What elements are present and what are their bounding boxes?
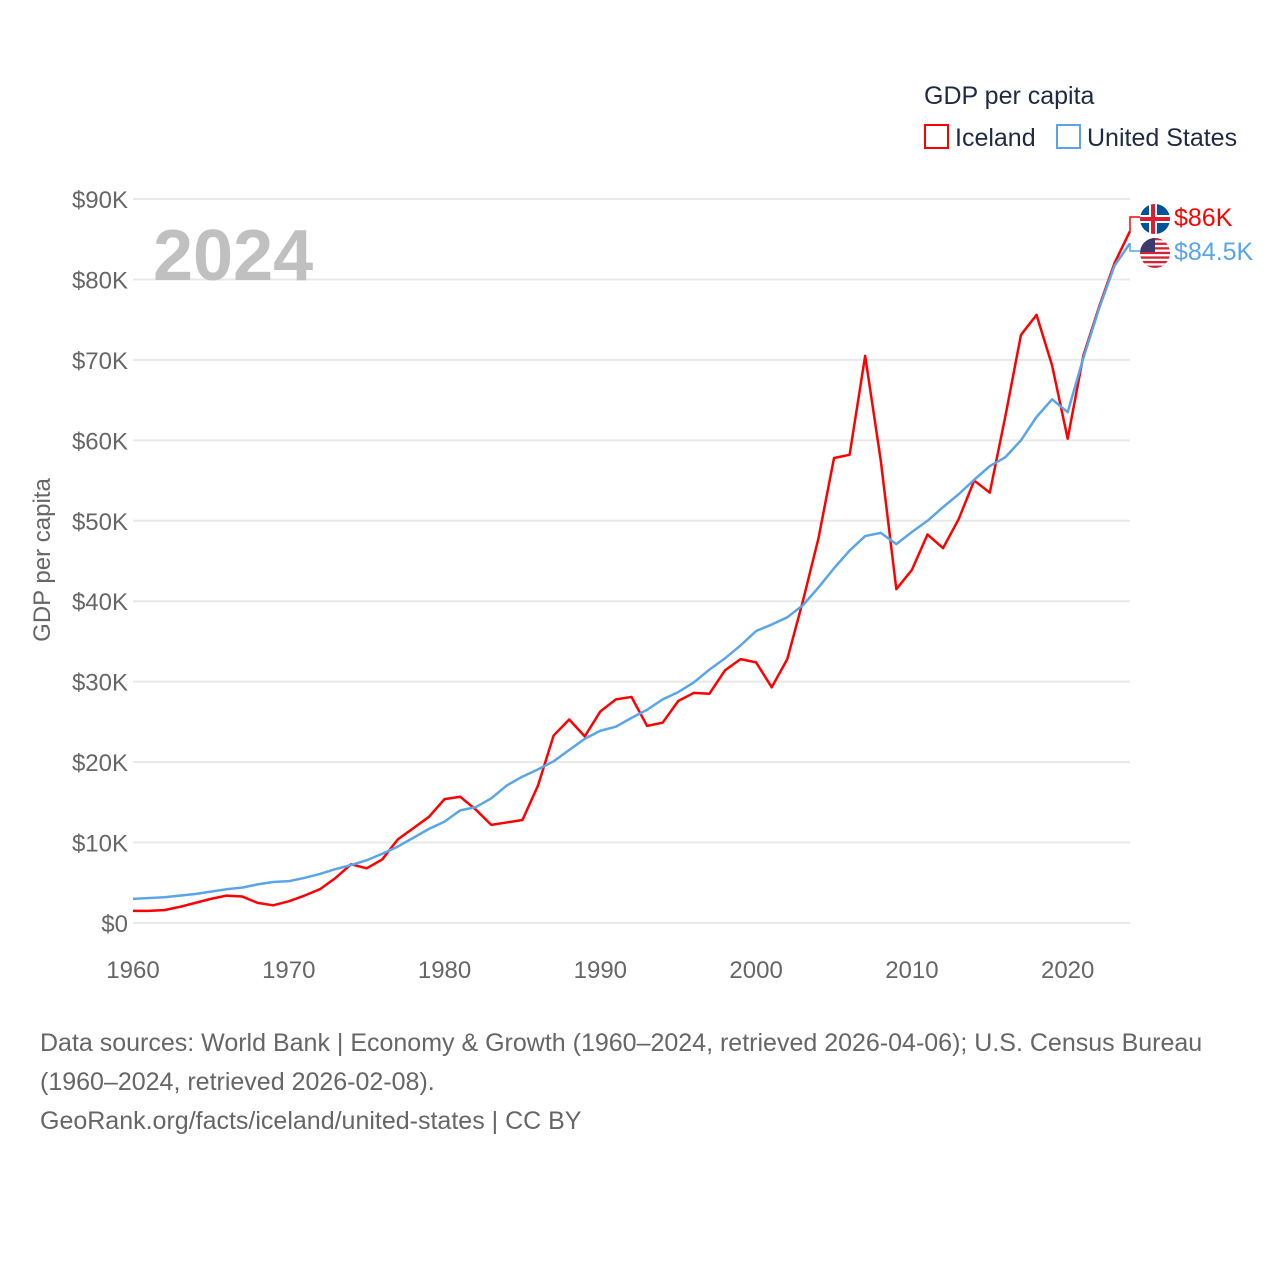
data-sources-text: Data sources: World Bank | Economy & Gro… [40, 1029, 1203, 1096]
y-tick-label: $30K [72, 670, 128, 697]
gdp-line-chart: $0 $10K $20K $30K $40K $50K $60K $70K $80K $90K 1… [29, 82, 1254, 984]
x-tick-label: 1990 [574, 957, 627, 984]
y-tick-label: $80K [72, 267, 128, 294]
legend-label-iceland[interactable]: Iceland [955, 124, 1036, 152]
grid-lines [133, 198, 1130, 924]
flag-stripe [1140, 265, 1170, 268]
y-tick-label: $50K [72, 509, 128, 536]
end-value-label: $84.5K [1174, 238, 1254, 266]
x-tick-label: 2000 [729, 957, 782, 984]
iceland-flag-icon [1140, 204, 1170, 234]
x-tick-label: 1970 [262, 957, 315, 984]
end-connector [1129, 243, 1140, 252]
big-year-label: 2024 [153, 216, 313, 296]
attribution-link[interactable]: GeoRank.org/facts/iceland/united-states … [40, 1107, 582, 1135]
us-flag-icon [1140, 238, 1170, 268]
series-line-iceland [133, 230, 1132, 913]
legend-swatch-united-states [1056, 124, 1081, 149]
legend-title: GDP per capita [924, 82, 1095, 110]
end-connector [1129, 216, 1140, 232]
end-value-label: $86K [1174, 204, 1233, 232]
series-line-united-states [132, 242, 1132, 901]
y-tick-label: $70K [72, 348, 128, 375]
x-tick-label: 1960 [106, 957, 159, 984]
x-tick-label: 2020 [1041, 957, 1094, 984]
flag-stripe [1140, 256, 1170, 259]
legend-label-united-states[interactable]: United States [1087, 124, 1237, 152]
legend-swatch-iceland [924, 124, 949, 149]
flag-stripe [1140, 261, 1170, 264]
y-tick-label: $60K [72, 428, 128, 455]
y-tick-label: $40K [72, 589, 128, 616]
x-tick-label: 1980 [418, 957, 471, 984]
series-end-labels: $86K $84.5K [1129, 204, 1254, 268]
y-axis-label: GDP per capita [29, 478, 56, 642]
flag-body [1140, 238, 1170, 268]
y-axis-ticks: $0 $10K $20K $30K $40K $50K $60K $70K $80K $90K [72, 187, 128, 938]
y-tick-label: $10K [72, 831, 128, 858]
flag-stripe [1140, 251, 1170, 255]
y-tick-label: $90K [72, 187, 128, 214]
legend: GDP per capita Iceland United States [924, 82, 1237, 152]
x-axis-ticks: 1960 1970 1980 1990 2000 2010 2020 [106, 957, 1094, 984]
y-tick-label: $0 [101, 911, 128, 938]
flag-canton [1140, 238, 1155, 252]
x-tick-label: 2010 [885, 957, 938, 984]
series-lines [132, 230, 1132, 913]
flag-body [1140, 204, 1170, 234]
footer: Data sources: World Bank | Economy & Gro… [40, 1024, 1240, 1141]
flag-cross-v-red [1151, 204, 1155, 234]
y-tick-label: $20K [72, 750, 128, 777]
